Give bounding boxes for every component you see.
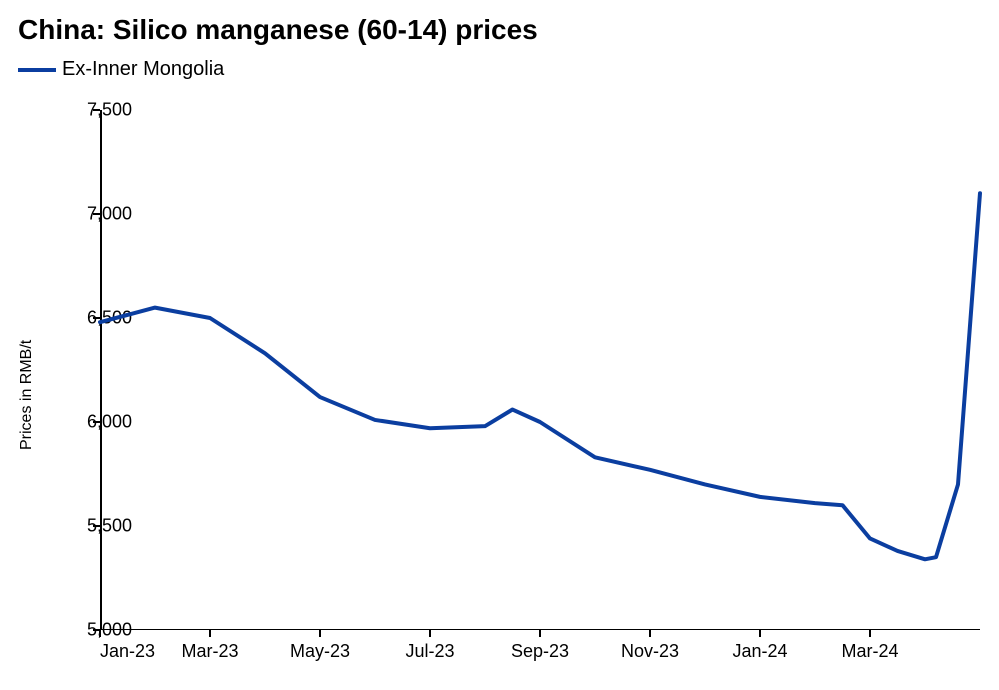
x-tick-mark (539, 630, 541, 637)
x-tick-label: Jul-23 (405, 641, 454, 662)
y-axis-label: Prices in RMB/t (18, 340, 36, 450)
x-tick-label: Sep-23 (511, 641, 569, 662)
x-tick-label: Nov-23 (621, 641, 679, 662)
x-tick-label: Jan-23 (100, 641, 155, 662)
chart-title: China: Silico manganese (60-14) prices (18, 14, 538, 46)
x-tick-mark (209, 630, 211, 637)
x-tick-label: Mar-23 (181, 641, 238, 662)
legend: Ex-Inner Mongolia (18, 58, 224, 81)
x-tick-mark (759, 630, 761, 637)
legend-swatch-0 (18, 68, 56, 72)
series-line-0 (100, 193, 980, 559)
legend-label-0: Ex-Inner Mongolia (62, 58, 224, 81)
x-tick-mark (429, 630, 431, 637)
plot-area: 5,0005,5006,0006,5007,0007,500 Jan-23Mar… (100, 110, 980, 630)
x-tick-mark (649, 630, 651, 637)
x-tick-label: Mar-24 (841, 641, 898, 662)
x-tick-label: Jan-24 (732, 641, 787, 662)
line-series-svg (100, 110, 980, 630)
x-tick-mark (99, 630, 101, 637)
x-tick-mark (869, 630, 871, 637)
x-tick-label: May-23 (290, 641, 350, 662)
chart-container: China: Silico manganese (60-14) prices E… (0, 0, 999, 690)
x-tick-mark (319, 630, 321, 637)
